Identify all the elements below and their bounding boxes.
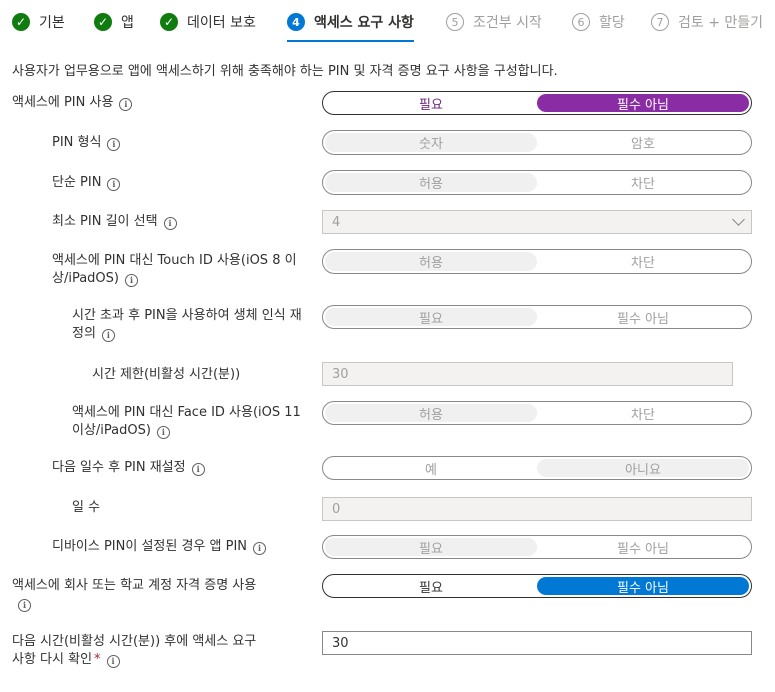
- info-icon[interactable]: i: [107, 138, 121, 151]
- timeout-value: 30: [332, 366, 349, 382]
- days-value: 0: [332, 501, 341, 517]
- step-data-protection[interactable]: ✓ 데이터 보호: [160, 0, 256, 44]
- info-icon[interactable]: i: [124, 274, 138, 287]
- step-access-requirements[interactable]: 4 액세스 요구 사항: [287, 0, 414, 44]
- option-numeric[interactable]: 숫자: [325, 133, 537, 152]
- option-no[interactable]: 아니요: [537, 459, 749, 478]
- step-number-icon: 6: [572, 13, 590, 31]
- simple-pin-label: 단순 PIN i: [52, 174, 121, 192]
- required-mark: *: [94, 652, 101, 667]
- option-not-required[interactable]: 필수 아님: [537, 94, 749, 113]
- device-pin-label: 디바이스 PIN이 설정된 경우 앱 PIN i: [52, 538, 267, 556]
- step-label: 액세스 요구 사항: [314, 15, 414, 31]
- chevron-down-icon: [732, 213, 745, 226]
- timeout-input[interactable]: 30: [322, 362, 733, 386]
- recheck-label: 다음 시간(비활성 시간(분)) 후에 액세스 요구 사항 다시 확인 * i: [12, 634, 257, 668]
- option-passcode[interactable]: 암호: [631, 137, 655, 152]
- page-description: 사용자가 업무용으로 앱에 액세스하기 위해 충족해야 하는 PIN 및 자격 …: [12, 64, 558, 79]
- info-icon[interactable]: i: [253, 542, 267, 555]
- step-basics[interactable]: ✓ 기본: [12, 0, 65, 44]
- min-pin-length-label: 최소 PIN 길이 선택 i: [52, 213, 177, 231]
- info-icon[interactable]: i: [18, 599, 31, 612]
- option-required[interactable]: 필요: [419, 97, 443, 113]
- step-apps[interactable]: ✓ 앱: [94, 0, 134, 44]
- option-block[interactable]: 차단: [631, 256, 655, 271]
- step-assignments[interactable]: 6 할당: [572, 0, 625, 44]
- option-not-required[interactable]: 필수 아님: [617, 541, 669, 557]
- info-icon[interactable]: i: [119, 98, 133, 111]
- step-conditional-launch[interactable]: 5 조건부 시작: [446, 0, 542, 44]
- face-id-label: 액세스에 PIN 대신 Face ID 사용(iOS 11 이상/iPadOS)…: [72, 405, 301, 439]
- pin-type-toggle[interactable]: 숫자 암호: [322, 130, 752, 155]
- option-yes[interactable]: 예: [425, 462, 437, 478]
- work-credentials-toggle[interactable]: 필요 필수 아님: [322, 574, 752, 598]
- option-allow[interactable]: 허용: [325, 404, 537, 423]
- option-required[interactable]: 필요: [325, 308, 537, 327]
- wizard-steps: ✓ 기본 ✓ 앱 ✓ 데이터 보호 4 액세스 요구 사항 5 조건부 시작 6…: [0, 0, 775, 44]
- work-credentials-label: 액세스에 회사 또는 학교 계정 자격 증명 사용i: [12, 578, 257, 612]
- min-pin-length-value: 4: [332, 214, 341, 230]
- option-not-required[interactable]: 필수 아님: [537, 577, 749, 596]
- touch-id-toggle[interactable]: 허용 차단: [322, 249, 752, 274]
- option-allow[interactable]: 허용: [325, 173, 537, 192]
- option-allow[interactable]: 허용: [325, 252, 537, 271]
- checkmark-icon: ✓: [94, 13, 112, 31]
- device-pin-toggle[interactable]: 필요 필수 아님: [322, 535, 752, 559]
- override-biometrics-label: 시간 초과 후 PIN을 사용하여 생체 인식 재정의 i: [72, 308, 302, 342]
- info-icon[interactable]: i: [191, 463, 205, 476]
- step-label: 검토 + 만들기: [678, 15, 764, 31]
- info-icon[interactable]: i: [101, 329, 115, 342]
- step-label: 데이터 보호: [187, 15, 256, 31]
- option-block[interactable]: 차단: [631, 177, 655, 192]
- step-label: 앱: [121, 15, 134, 31]
- simple-pin-toggle[interactable]: 허용 차단: [322, 170, 752, 195]
- days-label: 일 수: [72, 500, 101, 515]
- face-id-toggle[interactable]: 허용 차단: [322, 401, 752, 425]
- touch-id-label: 액세스에 PIN 대신 Touch ID 사용(iOS 8 이상/iPadOS)…: [52, 253, 297, 287]
- recheck-value: 30: [332, 635, 349, 651]
- override-biometrics-toggle[interactable]: 필요 필수 아님: [322, 305, 752, 329]
- step-number-icon: 4: [287, 13, 305, 31]
- step-number-icon: 5: [446, 13, 464, 31]
- pin-for-access-toggle[interactable]: 필요 필수 아님: [322, 91, 752, 115]
- timeout-label: 시간 제한(비활성 시간(분)): [92, 367, 241, 382]
- option-block[interactable]: 차단: [631, 407, 655, 423]
- recheck-input[interactable]: 30: [322, 631, 752, 655]
- info-icon[interactable]: i: [156, 426, 170, 439]
- info-icon[interactable]: i: [163, 217, 177, 230]
- info-icon[interactable]: i: [107, 178, 121, 191]
- option-not-required[interactable]: 필수 아님: [617, 311, 669, 327]
- pin-reset-label: 다음 일수 후 PIN 재설정 i: [52, 459, 205, 477]
- pin-reset-toggle[interactable]: 예 아니요: [322, 456, 752, 480]
- step-label: 조건부 시작: [473, 15, 542, 31]
- step-label: 할당: [599, 15, 625, 31]
- step-number-icon: 7: [651, 13, 669, 31]
- info-icon[interactable]: i: [106, 655, 120, 668]
- days-input[interactable]: 0: [322, 497, 752, 521]
- option-required[interactable]: 필요: [419, 580, 443, 596]
- checkmark-icon: ✓: [12, 13, 30, 31]
- step-label: 기본: [39, 15, 65, 31]
- pin-for-access-label: 액세스에 PIN 사용 i: [12, 94, 133, 112]
- option-required[interactable]: 필요: [325, 538, 537, 557]
- step-review-create[interactable]: 7 검토 + 만들기: [651, 0, 763, 44]
- checkmark-icon: ✓: [160, 13, 178, 31]
- min-pin-length-select[interactable]: 4: [322, 210, 752, 234]
- pin-type-label: PIN 형식 i: [52, 134, 121, 152]
